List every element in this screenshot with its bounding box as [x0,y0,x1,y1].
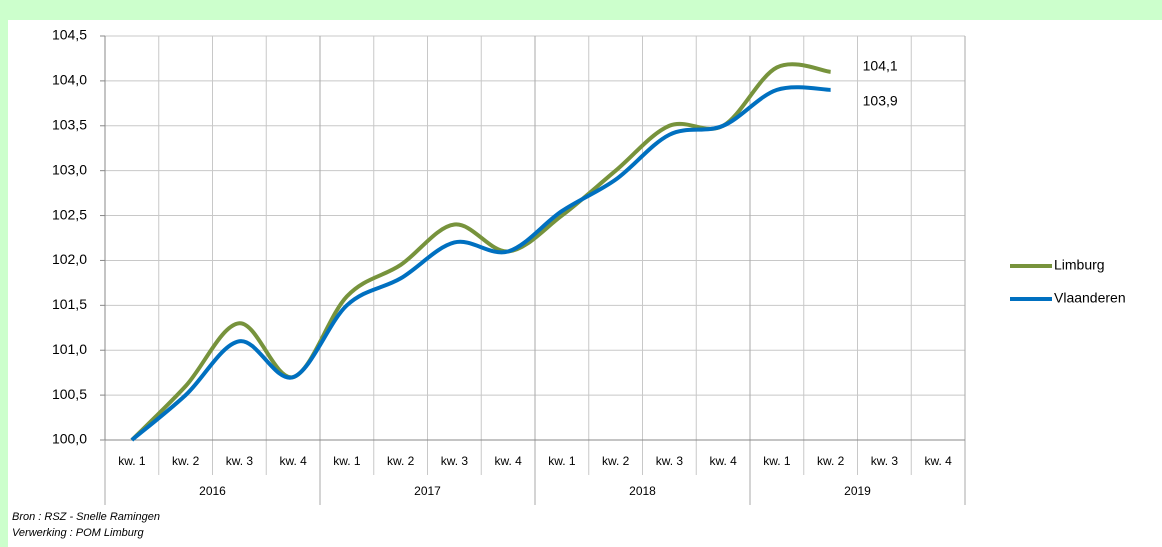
y-tick-label: 103,5 [52,116,87,132]
x-tick-label: kw. 3 [226,454,254,468]
x-group-label: 2019 [844,484,871,498]
data-label: 104,1 [863,58,898,74]
y-tick-label: 101,5 [52,296,87,312]
x-tick-label: kw. 1 [333,454,361,468]
x-tick-label: kw. 4 [494,454,522,468]
x-tick-label: kw. 3 [871,454,899,468]
legend-label: Vlaanderen [1054,290,1126,306]
x-tick-label: kw. 2 [172,454,200,468]
x-tick-label: kw. 4 [709,454,737,468]
legend-label: Limburg [1054,257,1105,273]
x-tick-label: kw. 1 [548,454,576,468]
x-tick-label: kw. 2 [817,454,845,468]
x-tick-label: kw. 3 [441,454,469,468]
y-tick-label: 104,5 [52,27,87,43]
x-tick-label: kw. 3 [656,454,684,468]
y-tick-label: 102,5 [52,206,87,222]
x-tick-label: kw. 4 [279,454,307,468]
x-tick-label: kw. 2 [602,454,630,468]
panel [8,20,1162,547]
y-tick-label: 103,0 [52,161,87,177]
x-tick-label: kw. 2 [387,454,415,468]
x-tick-label: kw. 1 [118,454,146,468]
x-group-label: 2018 [629,484,656,498]
data-label: 103,9 [863,93,898,109]
y-tick-label: 104,0 [52,72,87,88]
y-tick-label: 102,0 [52,251,87,267]
x-group-label: 2016 [199,484,226,498]
line-series [130,85,831,442]
source-note: Bron : RSZ - Snelle Ramingen [12,511,160,523]
y-tick-label: 100,5 [52,386,87,402]
source-note: Verwerking : POM Limburg [12,527,145,539]
x-group-label: 2017 [414,484,441,498]
y-tick-label: 100,0 [52,431,87,447]
x-tick-label: kw. 1 [763,454,791,468]
y-tick-label: 101,0 [52,341,87,357]
x-tick-label: kw. 4 [924,454,952,468]
